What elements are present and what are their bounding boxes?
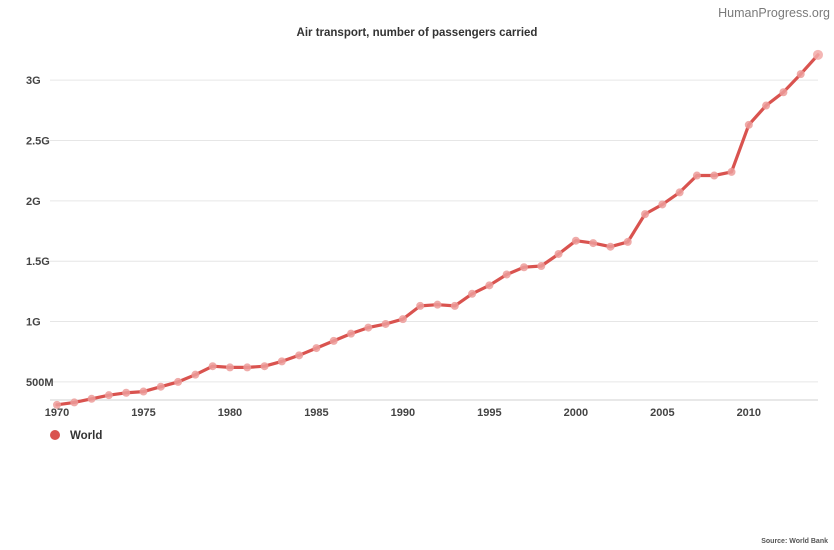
data-point[interactable]	[606, 242, 615, 251]
data-point[interactable]	[796, 70, 805, 79]
data-point[interactable]	[225, 363, 234, 372]
data-point[interactable]	[139, 387, 148, 396]
data-point[interactable]	[347, 329, 356, 338]
data-point[interactable]	[364, 323, 373, 332]
data-point[interactable]	[53, 400, 61, 409]
legend-label[interactable]: World	[70, 430, 102, 442]
x-tick-label: 1970	[45, 407, 69, 419]
data-point[interactable]	[744, 120, 753, 129]
data-point[interactable]	[70, 398, 79, 407]
data-point[interactable]	[468, 289, 477, 298]
data-point[interactable]	[329, 336, 338, 345]
data-point[interactable]	[243, 363, 252, 372]
chart-title: Air transport, number of passengers carr…	[296, 27, 538, 39]
data-point[interactable]	[398, 315, 407, 324]
data-point[interactable]	[571, 236, 580, 245]
x-tick-label: 2010	[737, 407, 761, 419]
data-point[interactable]	[589, 239, 598, 248]
x-tick-label: 2005	[650, 407, 674, 419]
y-axis-ticks: 500M 1G 1.5G 2G 2.5G 3G	[26, 75, 54, 389]
legend-marker[interactable]	[50, 430, 60, 440]
data-point[interactable]	[675, 188, 684, 197]
x-tick-label: 2000	[564, 407, 588, 419]
data-point[interactable]	[416, 301, 425, 310]
data-point[interactable]	[692, 171, 701, 180]
data-point[interactable]	[87, 394, 96, 403]
y-tick-label: 2G	[26, 196, 41, 208]
y-tick-label: 2.5G	[26, 136, 50, 148]
x-tick-label: 1985	[304, 407, 328, 419]
data-point[interactable]	[208, 362, 217, 371]
data-point[interactable]	[156, 382, 165, 391]
x-axis-ticks: 1970 1975 1980 1985 1990 1995 2000 2005 2010	[45, 407, 761, 419]
source-note: Source: World Bank	[761, 538, 828, 545]
data-point[interactable]	[779, 88, 788, 97]
y-tick-label: 1.5G	[26, 256, 50, 268]
data-point[interactable]	[174, 377, 183, 386]
data-point[interactable]	[537, 262, 546, 271]
legend[interactable]: World	[50, 430, 102, 442]
series-line	[55, 53, 820, 407]
data-point[interactable]	[623, 237, 632, 246]
data-point[interactable]	[122, 388, 131, 397]
watermark: HumanProgress.org	[718, 6, 830, 20]
data-point[interactable]	[502, 270, 511, 279]
data-point[interactable]	[260, 362, 269, 371]
data-point[interactable]	[433, 300, 442, 309]
x-tick-label: 1980	[218, 407, 242, 419]
data-point[interactable]	[104, 391, 113, 400]
y-tick-label: 3G	[26, 75, 41, 87]
data-point[interactable]	[381, 319, 390, 328]
data-point[interactable]	[277, 357, 286, 366]
data-point[interactable]	[554, 249, 563, 258]
data-point[interactable]	[312, 344, 321, 353]
series-world	[53, 49, 823, 409]
data-point[interactable]	[191, 370, 200, 379]
data-point[interactable]	[519, 263, 528, 272]
y-tick-label: 1G	[26, 317, 41, 329]
x-tick-label: 1990	[391, 407, 415, 419]
y-tick-label: 500M	[26, 377, 54, 389]
x-tick-label: 1995	[477, 407, 501, 419]
data-point[interactable]	[710, 171, 719, 180]
data-point[interactable]	[485, 281, 494, 290]
data-point[interactable]	[295, 351, 304, 360]
data-point[interactable]	[658, 200, 667, 209]
data-point[interactable]	[641, 210, 650, 219]
data-point[interactable]	[450, 301, 459, 310]
x-tick-label: 1975	[131, 407, 155, 419]
data-point[interactable]	[813, 49, 823, 60]
data-point[interactable]	[762, 101, 771, 110]
data-point[interactable]	[727, 167, 736, 176]
grid-lines	[50, 79, 818, 401]
